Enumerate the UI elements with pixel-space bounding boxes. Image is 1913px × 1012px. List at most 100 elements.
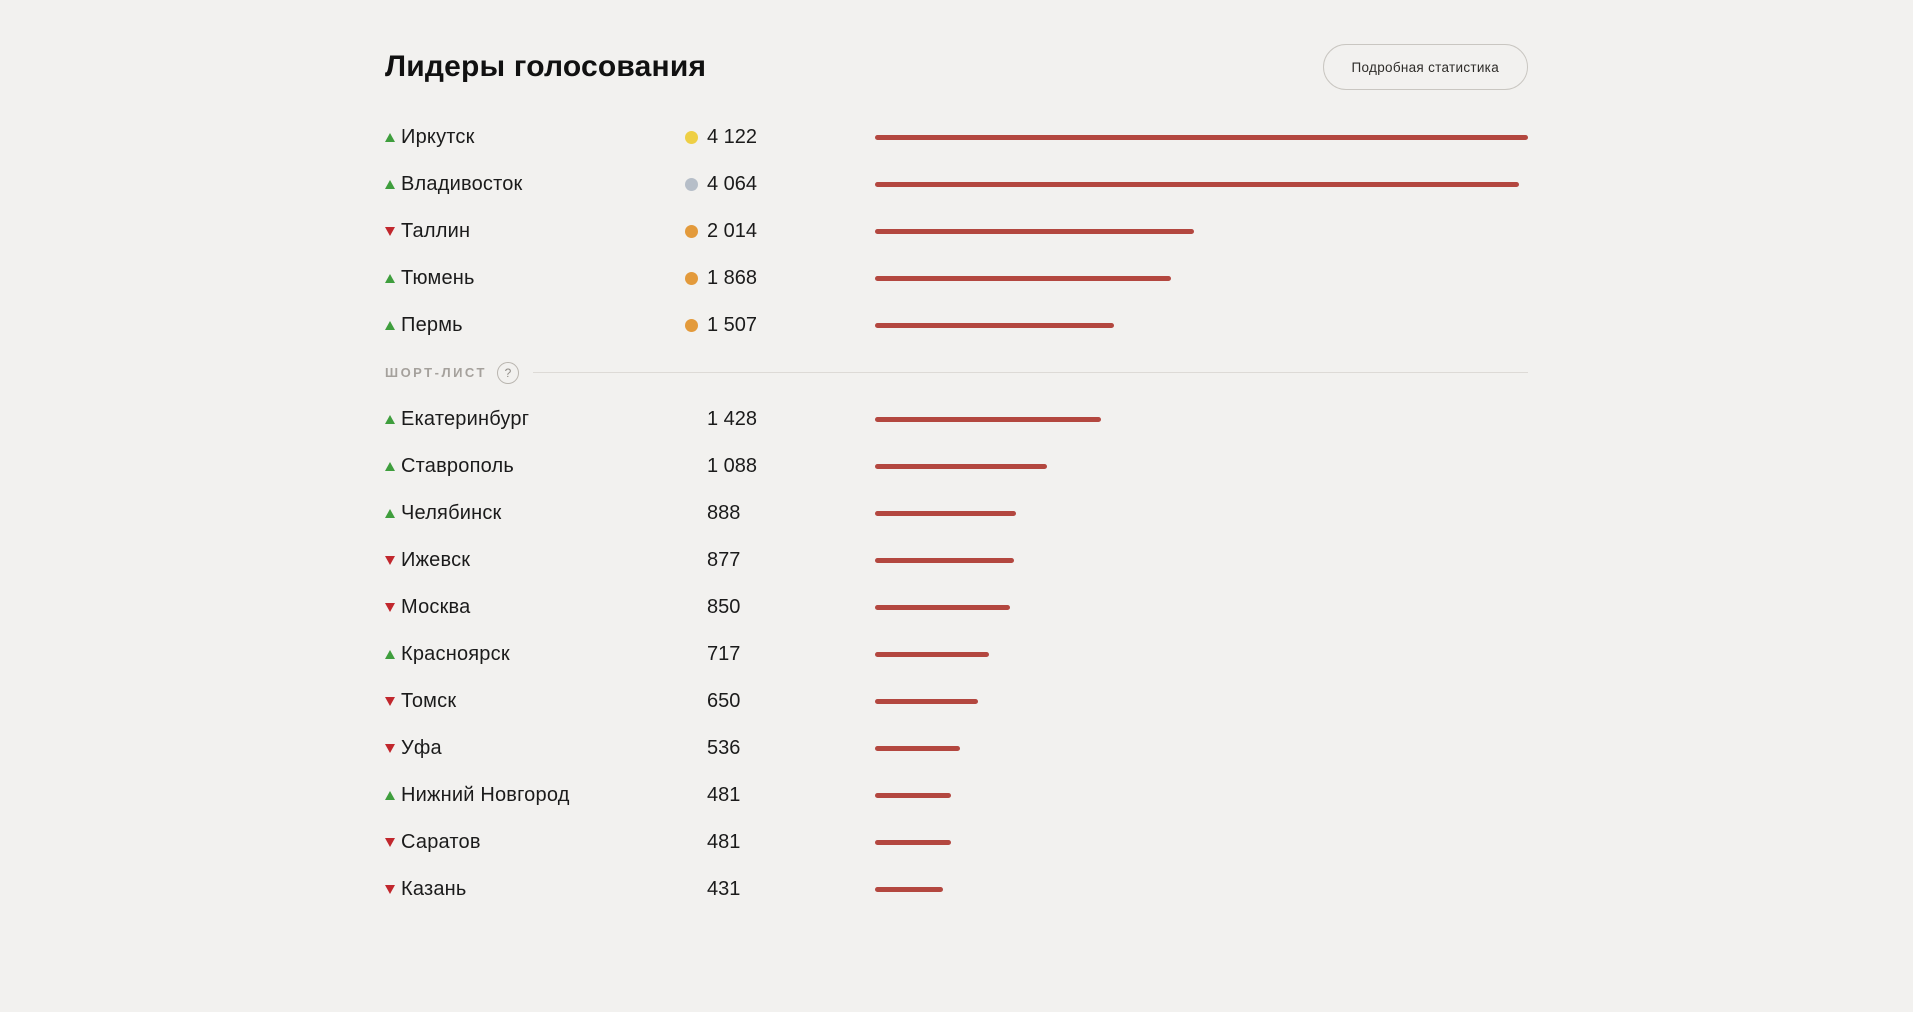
votes-cell: 717 [685,643,875,666]
shortlist-label: ШОРТ-ЛИСТ [385,365,487,380]
votes-bar [875,182,1519,187]
city-row: Уфа 536 [385,725,1528,772]
detailed-stats-button[interactable]: Подробная статистика [1322,44,1528,90]
city-row: Саратов 481 [385,819,1528,866]
city-name: Саратов [401,831,481,853]
votes-cell: 4 122 [685,126,875,149]
city-name: Таллин [401,220,471,242]
city-cell: Пермь [385,314,685,337]
votes-cell: 650 [685,690,875,713]
city-row: Красноярск 717 [385,631,1528,678]
city-cell: Ставрополь [385,455,685,478]
votes-cell: 1 507 [685,314,875,337]
trend-up-icon [385,274,395,283]
panel-header: Лидеры голосования Подробная статистика [385,44,1528,90]
trend-down-icon [385,603,395,612]
city-name: Казань [401,878,467,900]
city-name: Ижевск [401,549,471,571]
trend-down-icon [385,885,395,894]
city-cell: Томск [385,690,685,713]
city-name: Томск [401,690,457,712]
votes-bar [875,558,1014,563]
bar-track [875,464,1528,469]
trend-up-icon [385,133,395,142]
votes-count: 650 [707,690,741,712]
votes-bar [875,887,944,892]
city-row: Таллин 2 014 [385,208,1528,255]
city-cell: Владивосток [385,173,685,196]
city-row: Нижний Новгород 481 [385,772,1528,819]
bar-track [875,417,1528,422]
votes-count: 1 428 [707,408,758,430]
trend-down-icon [385,556,395,565]
bar-track [875,229,1528,234]
city-cell: Саратов [385,831,685,854]
medal-dot-placeholder [685,460,698,473]
votes-bar [875,229,1195,234]
votes-bar [875,511,1016,516]
votes-count: 4 064 [707,173,758,195]
votes-bar [875,276,1171,281]
help-icon[interactable]: ? [496,361,519,384]
bar-track [875,746,1528,751]
votes-cell: 431 [685,878,875,901]
city-name: Нижний Новгород [401,784,570,806]
city-row: Томск 650 [385,678,1528,725]
city-cell: Ижевск [385,549,685,572]
city-row: Иркутск 4 122 [385,114,1528,161]
divider-line [532,372,1528,373]
orange-medal-dot [685,272,698,285]
votes-cell: 1 868 [685,267,875,290]
city-cell: Челябинск [385,502,685,525]
city-cell: Уфа [385,737,685,760]
bar-track [875,135,1528,140]
bar-track [875,323,1528,328]
votes-bar [875,793,952,798]
medal-dot-placeholder [685,648,698,661]
votes-cell: 481 [685,784,875,807]
votes-count: 481 [707,784,741,806]
trend-up-icon [385,321,395,330]
medal-dot-placeholder [685,742,698,755]
votes-cell: 850 [685,596,875,619]
trend-up-icon [385,650,395,659]
votes-count: 1 868 [707,267,758,289]
votes-bar [875,464,1048,469]
orange-medal-dot [685,225,698,238]
votes-cell: 877 [685,549,875,572]
shortlist-divider: ШОРТ-ЛИСТ? [385,349,1528,396]
city-row: Казань 431 [385,866,1528,913]
votes-count: 431 [707,878,741,900]
city-name: Москва [401,596,471,618]
city-name: Ставрополь [401,455,514,477]
votes-bar [875,746,960,751]
medal-dot-placeholder [685,554,698,567]
votes-bar [875,135,1528,140]
page-title: Лидеры голосования [385,50,707,83]
votes-count: 481 [707,831,741,853]
bar-track [875,652,1528,657]
bar-track [875,887,1528,892]
city-row: Ижевск 877 [385,537,1528,584]
votes-cell: 2 014 [685,220,875,243]
bar-track [875,276,1528,281]
city-name: Уфа [401,737,442,759]
medal-dot-placeholder [685,695,698,708]
city-cell: Таллин [385,220,685,243]
voting-leaders-panel: Лидеры голосования Подробная статистика … [385,0,1528,913]
city-name: Екатеринбург [401,408,530,430]
bar-track [875,793,1528,798]
city-name: Челябинск [401,502,502,524]
votes-bar [875,323,1114,328]
silver-medal-dot [685,178,698,191]
city-cell: Москва [385,596,685,619]
city-cell: Тюмень [385,267,685,290]
city-row: Тюмень 1 868 [385,255,1528,302]
bar-track [875,182,1528,187]
bar-track [875,558,1528,563]
votes-cell: 1 088 [685,455,875,478]
votes-bar [875,417,1102,422]
city-name: Иркутск [401,126,475,148]
trend-up-icon [385,462,395,471]
bar-track [875,605,1528,610]
